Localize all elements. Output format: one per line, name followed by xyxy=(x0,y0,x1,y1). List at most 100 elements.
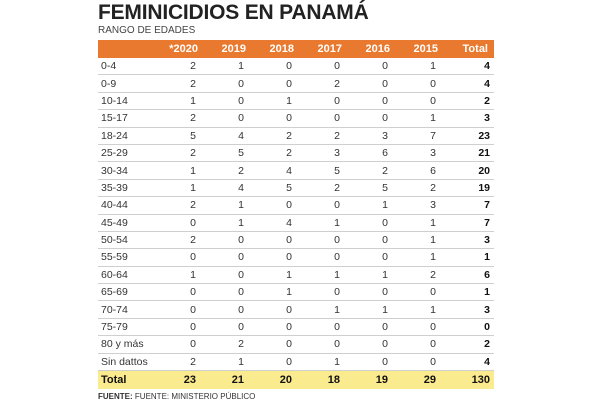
column-header-2020: *2020 xyxy=(156,40,204,58)
count-cell: 0 xyxy=(348,318,396,337)
count-cell: 4 xyxy=(204,127,252,145)
table-row: 25-29 2 5 2 3 6 3 21 xyxy=(98,144,494,163)
count-cell: 0 xyxy=(204,109,252,128)
row-total-cell: 7 xyxy=(444,196,494,215)
row-total-cell: 20 xyxy=(444,161,494,180)
table-row: 55-59 0 0 0 0 0 1 1 xyxy=(98,248,494,267)
count-cell: 4 xyxy=(252,214,300,232)
totals-cell: 23 xyxy=(156,370,204,390)
count-cell: 2 xyxy=(348,161,396,180)
count-cell: 1 xyxy=(300,353,348,372)
source-text: FUENTE: MINISTERIO PÚBLICO xyxy=(134,392,256,402)
count-cell: 0 xyxy=(348,214,396,232)
count-cell: 5 xyxy=(204,144,252,163)
row-total-cell: 2 xyxy=(444,335,494,354)
count-cell: 0 xyxy=(156,283,204,302)
count-cell: 0 xyxy=(348,58,396,76)
row-total-cell: 4 xyxy=(444,74,494,93)
table-row: 75-79 0 0 0 0 0 0 0 xyxy=(98,318,494,337)
totals-cell: 19 xyxy=(348,370,396,390)
column-header-2016: 2016 xyxy=(348,40,396,58)
table-row: 35-39 1 4 5 2 5 2 19 xyxy=(98,179,494,198)
count-cell: 0 xyxy=(156,248,204,267)
count-cell: 0 xyxy=(252,335,300,354)
totals-label: Total xyxy=(98,370,156,390)
column-header-2019: 2019 xyxy=(204,40,252,58)
table-row: 70-74 0 0 0 1 1 1 3 xyxy=(98,300,494,319)
count-cell: 0 xyxy=(396,353,444,372)
count-cell: 1 xyxy=(300,214,348,232)
row-total-cell: 4 xyxy=(444,353,494,372)
infographic: FEMINICIDIOS EN PANAMÁ RANGO DE EDADES *… xyxy=(98,0,494,402)
count-cell: 0 xyxy=(300,58,348,76)
count-cell: 1 xyxy=(348,300,396,319)
table-row: 10-14 1 0 1 0 0 0 2 xyxy=(98,92,494,111)
count-cell: 0 xyxy=(204,231,252,250)
count-cell: 2 xyxy=(156,353,204,372)
count-cell: 0 xyxy=(348,231,396,250)
table-row: Sin dattos 2 1 0 1 0 0 4 xyxy=(98,353,494,372)
count-cell: 2 xyxy=(300,74,348,93)
source-note: FUENTE: FUENTE: MINISTERIO PÚBLICO xyxy=(98,392,494,402)
count-cell: 0 xyxy=(204,248,252,267)
table-row: 50-54 2 0 0 0 0 1 3 xyxy=(98,231,494,250)
row-total-cell: 3 xyxy=(444,109,494,128)
count-cell: 2 xyxy=(252,127,300,145)
age-range-cell: 45-49 xyxy=(98,214,156,232)
row-total-cell: 19 xyxy=(444,179,494,198)
count-cell: 0 xyxy=(300,318,348,337)
table-row: 40-44 2 1 0 0 1 3 7 xyxy=(98,196,494,215)
row-total-cell: 7 xyxy=(444,214,494,232)
count-cell: 3 xyxy=(396,196,444,215)
count-cell: 0 xyxy=(252,318,300,337)
totals-row: Total 23 21 20 18 19 29 130 xyxy=(98,370,494,390)
count-cell: 2 xyxy=(300,179,348,198)
table-row: 60-64 1 0 1 1 1 2 6 xyxy=(98,266,494,285)
row-total-cell: 1 xyxy=(444,283,494,302)
table-row: 30-34 1 2 4 5 2 6 20 xyxy=(98,161,494,180)
table-row: 18-24 5 4 2 2 3 7 23 xyxy=(98,127,494,145)
count-cell: 0 xyxy=(396,283,444,302)
count-cell: 2 xyxy=(156,58,204,76)
column-header-range xyxy=(98,40,156,58)
count-cell: 0 xyxy=(348,283,396,302)
count-cell: 0 xyxy=(396,74,444,93)
count-cell: 0 xyxy=(348,109,396,128)
count-cell: 2 xyxy=(252,144,300,163)
count-cell: 2 xyxy=(396,179,444,198)
count-cell: 3 xyxy=(396,144,444,163)
count-cell: 0 xyxy=(396,335,444,354)
count-cell: 3 xyxy=(348,127,396,145)
count-cell: 2 xyxy=(156,231,204,250)
count-cell: 0 xyxy=(300,109,348,128)
count-cell: 0 xyxy=(300,196,348,215)
age-range-cell: 0-9 xyxy=(98,74,156,93)
count-cell: 1 xyxy=(300,266,348,285)
totals-cell: 21 xyxy=(204,370,252,390)
count-cell: 2 xyxy=(396,266,444,285)
count-cell: 0 xyxy=(300,92,348,111)
table-row: 45-49 0 1 4 1 0 1 7 xyxy=(98,214,494,232)
count-cell: 0 xyxy=(156,300,204,319)
age-range-cell: 70-74 xyxy=(98,300,156,319)
age-range-cell: 80 y más xyxy=(98,335,156,354)
count-cell: 2 xyxy=(156,74,204,93)
count-cell: 0 xyxy=(204,283,252,302)
row-total-cell: 1 xyxy=(444,248,494,267)
count-cell: 1 xyxy=(204,214,252,232)
row-total-cell: 6 xyxy=(444,266,494,285)
age-range-cell: 50-54 xyxy=(98,231,156,250)
age-range-cell: 30-34 xyxy=(98,161,156,180)
age-range-cell: 40-44 xyxy=(98,196,156,215)
count-cell: 0 xyxy=(348,74,396,93)
count-cell: 1 xyxy=(348,266,396,285)
count-cell: 6 xyxy=(396,161,444,180)
row-total-cell: 4 xyxy=(444,58,494,76)
count-cell: 1 xyxy=(252,266,300,285)
age-range-cell: 0-4 xyxy=(98,58,156,76)
table-header-row: *2020 2019 2018 2017 2016 2015 Total xyxy=(98,40,494,58)
count-cell: 1 xyxy=(204,196,252,215)
data-table: *2020 2019 2018 2017 2016 2015 Total 0-4… xyxy=(98,40,494,390)
table-row: 0-4 2 1 0 0 0 1 4 xyxy=(98,58,494,76)
source-label: FUENTE: xyxy=(98,392,133,402)
